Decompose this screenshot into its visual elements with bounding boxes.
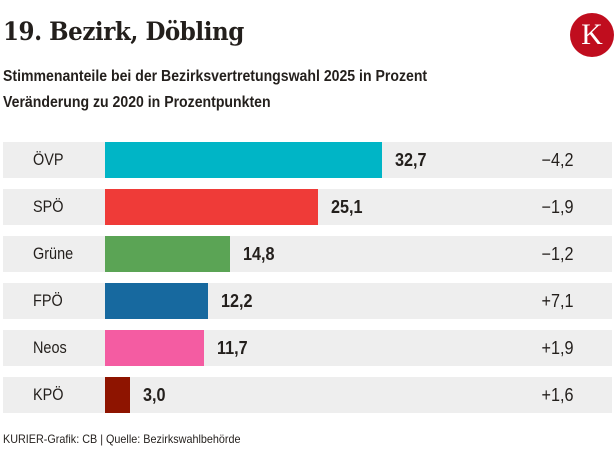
category-label: Grüne bbox=[33, 244, 74, 263]
value-label: 25,1 bbox=[330, 197, 363, 217]
change-label: −4,2 bbox=[542, 150, 574, 170]
bar-row: ÖVP 32,7 −4,2 bbox=[3, 142, 612, 178]
chart-title: 19. Bezirk, Döbling bbox=[3, 17, 244, 46]
bar-row: FPÖ 12,2 +7,1 bbox=[3, 283, 612, 319]
bar bbox=[105, 283, 209, 319]
kurier-logo: K bbox=[570, 13, 614, 57]
change-label: −1,9 bbox=[542, 197, 574, 217]
change-label: +1,6 bbox=[542, 385, 574, 405]
value-label: 12,2 bbox=[221, 291, 253, 311]
source-credit: KURIER-Grafik: CB | Quelle: Bezirkswahlb… bbox=[3, 432, 241, 446]
category-label: Neos bbox=[33, 338, 67, 357]
bar bbox=[105, 142, 382, 178]
bar bbox=[105, 330, 205, 366]
change-label: +1,9 bbox=[542, 338, 574, 358]
change-label: +7,1 bbox=[542, 291, 574, 311]
category-label: FPÖ bbox=[33, 291, 63, 310]
bar bbox=[105, 189, 318, 225]
value-label: 11,7 bbox=[217, 338, 248, 358]
change-label: −1,2 bbox=[542, 244, 574, 264]
bar-row: Grüne 14,8 −1,2 bbox=[3, 236, 612, 272]
bar bbox=[105, 236, 231, 272]
value-label: 14,8 bbox=[243, 244, 275, 264]
bar bbox=[105, 377, 131, 413]
category-label: SPÖ bbox=[33, 197, 64, 216]
bar-row: KPÖ 3,0 +1,6 bbox=[3, 377, 612, 413]
value-label: 3,0 bbox=[143, 385, 166, 405]
chart-subtitle: Stimmenanteile bei der Bezirksvertretung… bbox=[3, 68, 428, 85]
bar-row: Neos 11,7 +1,9 bbox=[3, 330, 612, 366]
chart-subtitle-change: Veränderung zu 2020 in Prozentpunkten bbox=[3, 94, 271, 111]
category-label: ÖVP bbox=[33, 150, 64, 169]
category-label: KPÖ bbox=[33, 385, 64, 404]
value-label: 32,7 bbox=[395, 150, 427, 170]
bar-row: SPÖ 25,1 −1,9 bbox=[3, 189, 612, 225]
logo-letter: K bbox=[581, 18, 603, 51]
